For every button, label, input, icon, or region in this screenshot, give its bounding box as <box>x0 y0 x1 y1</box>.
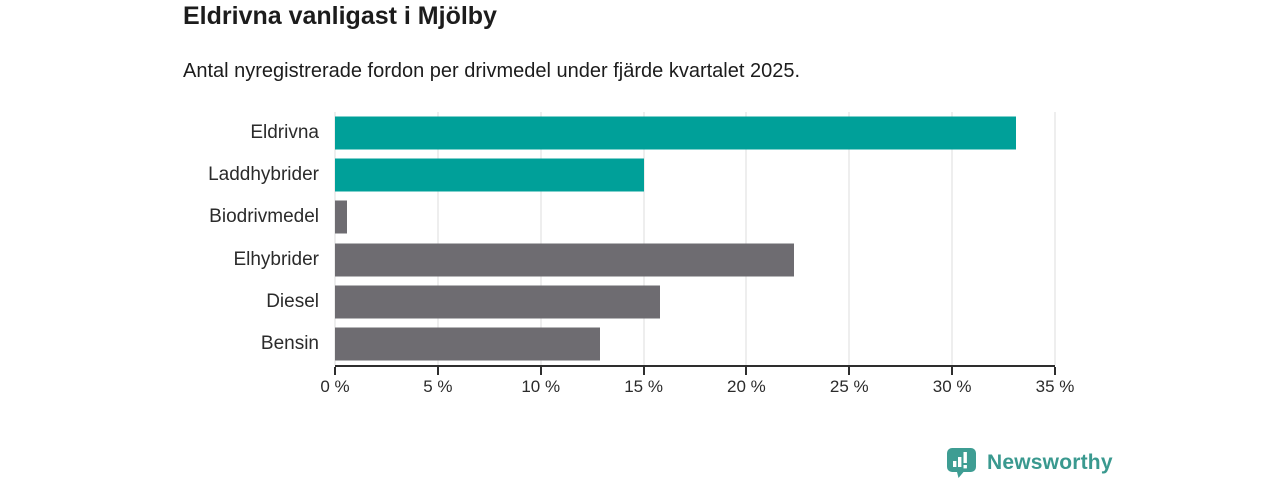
category-label: Bensin <box>260 332 319 354</box>
bar-biodrivmedel <box>335 200 348 234</box>
chart-subtitle: Antal nyregistrerade fordon per drivmede… <box>183 60 801 82</box>
logo-badge-shape <box>947 447 976 478</box>
bar-row <box>335 239 1055 281</box>
axis-tick-label: 20 % <box>727 377 766 396</box>
category-labels: Eldrivna Laddhybrider Biodrivmedel Elhybrid… <box>0 112 319 365</box>
category-label: Biodrivmedel <box>209 206 319 228</box>
category-label: Elhybrider <box>233 248 319 270</box>
axis-tick <box>1054 367 1056 375</box>
gridline <box>1054 112 1056 365</box>
axis-tick-label: 35 % <box>1035 377 1075 396</box>
gridline <box>540 112 542 365</box>
bar-bensin <box>335 327 601 361</box>
category-label: Diesel <box>266 290 319 312</box>
bar-row <box>335 196 1055 238</box>
bar-elhybrider <box>335 243 794 277</box>
gridline <box>951 112 953 365</box>
axis-tick-label: 30 % <box>932 377 972 396</box>
chart-title: Eldrivna vanligast i Mjölby <box>183 2 497 30</box>
axis-tick <box>539 367 542 375</box>
gridline <box>643 112 645 365</box>
axis-tick <box>642 367 645 375</box>
axis-tick-label: 15 % <box>624 377 663 396</box>
bar-eldrivna <box>335 116 1016 150</box>
bar-laddhybrider <box>335 158 644 192</box>
newsworthy-logo-icon <box>945 447 978 479</box>
plot-area: 0 % 5 % 10 % 15 % 20 % 25 % 30 % 35 % <box>320 112 1074 396</box>
bar-row <box>335 154 1055 196</box>
gridline <box>745 112 747 365</box>
axis-tick-label: 5 % <box>423 377 453 396</box>
category-label: Eldrivna <box>250 122 319 144</box>
axis-tick <box>848 367 851 375</box>
gridline <box>334 112 336 365</box>
bar-row <box>335 112 1055 154</box>
axis-tick <box>745 367 748 375</box>
category-label: Laddhybrider <box>208 164 319 186</box>
gridline <box>437 112 439 365</box>
gridline <box>848 112 850 365</box>
brand-name: Newsworthy <box>987 450 1113 474</box>
axis-tick-label: 25 % <box>829 377 869 396</box>
brand-footer: Newsworthy <box>945 446 1113 479</box>
axis-tick-label: 0 % <box>320 377 350 396</box>
axis-tick <box>436 367 439 375</box>
axis-tick-label: 10 % <box>521 377 561 396</box>
bar-row <box>335 323 1055 365</box>
bar-diesel <box>335 285 661 319</box>
axis-tick <box>951 367 954 375</box>
axis-tick <box>334 367 336 375</box>
bar-row <box>335 281 1055 323</box>
